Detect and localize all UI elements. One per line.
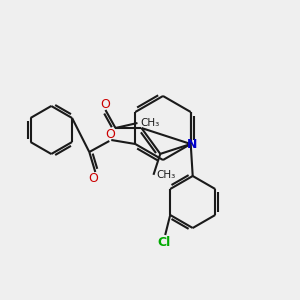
Text: CH₃: CH₃ (140, 118, 160, 128)
Text: O: O (100, 98, 110, 110)
Text: Cl: Cl (158, 236, 171, 250)
Text: CH₃: CH₃ (157, 170, 176, 180)
Text: O: O (88, 172, 98, 185)
Text: O: O (105, 128, 115, 140)
Text: N: N (187, 139, 197, 152)
